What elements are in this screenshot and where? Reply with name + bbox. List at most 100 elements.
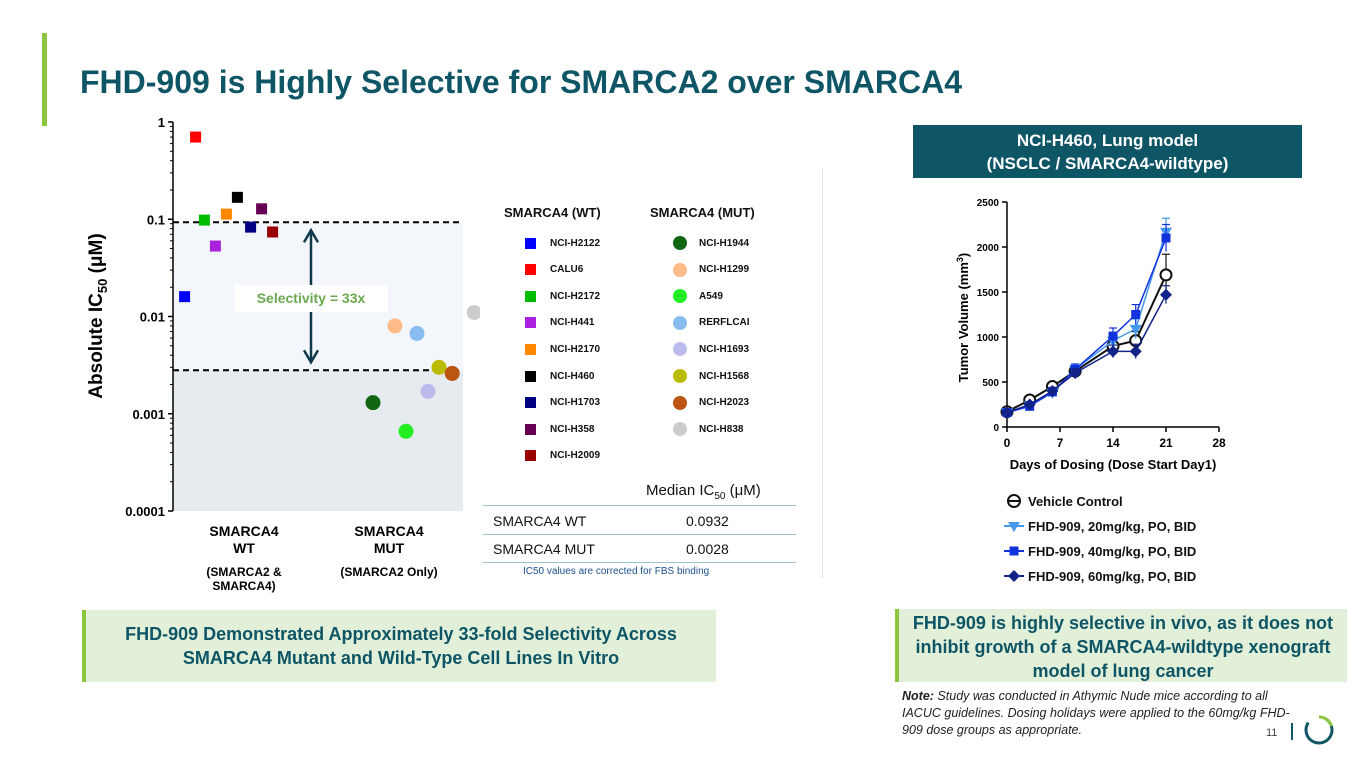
legend-swatch <box>673 395 687 410</box>
legend-item: CALU6 <box>525 263 583 277</box>
legend-swatch <box>525 397 536 409</box>
series-point <box>1002 408 1012 418</box>
series-point <box>1107 336 1119 347</box>
y-tick-label: 0.001 <box>132 407 165 422</box>
legend-item: NCI-H838 <box>673 422 743 437</box>
table-row-label: SMARCA4 WT <box>493 513 587 529</box>
legend-label: RERFLCAI <box>699 317 750 329</box>
legend-label: CALU6 <box>550 264 584 276</box>
legend-item: NCI-H1703 <box>525 396 600 410</box>
series-point <box>1159 268 1173 282</box>
legend-swatch <box>525 343 536 355</box>
legend-item: RERFLCAI <box>673 315 750 330</box>
legend-swatch <box>525 370 536 382</box>
series-point <box>1107 345 1119 358</box>
series-point <box>1068 364 1082 378</box>
legend-swatch <box>673 369 687 383</box>
arrow-head-up <box>302 227 320 243</box>
x-tick-label: 14 <box>1106 436 1120 450</box>
series-point <box>1001 406 1013 419</box>
table-row-value: 0.0932 <box>686 513 729 529</box>
tumor-legend-item: FHD-909, 40mg/kg, PO, BID <box>1004 543 1196 559</box>
mut-point <box>420 383 436 399</box>
legend-swatch <box>525 317 536 329</box>
wt-point <box>245 221 257 233</box>
legend-item: NCI-H358 <box>525 422 594 436</box>
group-label: SMARCA4 <box>209 523 278 539</box>
in-vitro-callout: FHD-909 Demonstrated Approximately 33-fo… <box>82 610 716 682</box>
series-point <box>1023 401 1036 412</box>
legend-swatch <box>525 423 536 435</box>
table-rule <box>483 534 796 535</box>
y-tick-label: 1 <box>158 115 165 130</box>
y-tick-label: 0.1 <box>147 212 165 227</box>
legend-marker-icon <box>1004 570 1024 582</box>
wt-point <box>190 131 202 143</box>
legend-marker <box>1008 522 1020 532</box>
page-title: FHD-909 is Highly Selective for SMARCA2 … <box>80 64 962 100</box>
table-row-label: SMARCA4 MUT <box>493 541 595 557</box>
series-line <box>1006 294 1167 414</box>
arrow-head-down <box>302 349 320 365</box>
tumor-legend-item: FHD-909, 60mg/kg, PO, BID <box>1004 568 1196 584</box>
series-point <box>1025 401 1035 411</box>
legend-marker <box>1009 546 1019 556</box>
series-point <box>1106 339 1120 353</box>
y-axis-label: Tumor Volume (mm3) <box>955 253 971 383</box>
legend-swatch <box>525 450 536 462</box>
legend-item: NCI-H2122 <box>525 236 600 250</box>
legend-mut-heading: SMARCA4 (MUT) <box>650 205 755 220</box>
y-tick-label: 0.0001 <box>125 504 165 519</box>
series-point <box>1069 367 1082 379</box>
mut-point <box>398 423 414 439</box>
group-label-line2: WT <box>233 540 255 556</box>
legend-label: NCI-H441 <box>550 317 595 329</box>
legend-marker-icon <box>1004 522 1024 532</box>
legend-item: NCI-H460 <box>525 369 594 383</box>
series-point <box>1001 408 1013 419</box>
mut-point <box>387 318 403 334</box>
mut-point <box>365 395 381 411</box>
tumor-legend-item: Vehicle Control <box>1004 493 1123 509</box>
model-title: NCI-H460, Lung model <box>1016 131 1199 150</box>
series-point <box>1069 365 1082 376</box>
legend-wt-heading: SMARCA4 (WT) <box>504 205 601 220</box>
series-point <box>1108 331 1118 341</box>
wt-point <box>179 291 191 303</box>
legend-item: NCI-H1944 <box>673 236 749 250</box>
mut-point <box>409 325 425 341</box>
mut-point <box>466 304 480 320</box>
table-rule <box>483 505 796 506</box>
legend-item: NCI-H1568 <box>673 369 749 383</box>
legend-label: A549 <box>699 290 723 302</box>
series-point <box>1046 385 1059 397</box>
series-point <box>1160 288 1172 301</box>
y-tick-label: 0.01 <box>140 310 165 325</box>
group-sublabel-line2: SMARCA4) <box>212 579 275 593</box>
legend-label: FHD-909, 60mg/kg, PO, BID <box>1028 568 1197 584</box>
legend-item: NCI-H2009 <box>525 449 600 463</box>
group-label-line2: MUT <box>374 540 405 556</box>
legend-item: NCI-H1299 <box>673 262 749 277</box>
study-note: Note: Study was conducted in Athymic Nud… <box>902 689 1290 737</box>
wt-point <box>209 240 221 252</box>
x-tick-label: 21 <box>1159 436 1173 450</box>
model-subtitle: (NSCLC / SMARCA4-wildtype) <box>986 154 1229 173</box>
legend-item: NCI-H1693 <box>673 342 749 357</box>
mut-point <box>431 359 447 375</box>
series-line <box>1006 237 1167 414</box>
tumor-legend-item: FHD-909, 20mg/kg, PO, BID <box>1004 518 1196 534</box>
legend-swatch <box>525 237 536 249</box>
table-footnote: IC50 values are corrected for FBS bindin… <box>523 566 710 577</box>
legend-item: NCI-H2023 <box>673 395 750 410</box>
legend-swatch <box>525 290 536 302</box>
legend-item: NCI-H2170 <box>525 342 600 356</box>
legend-swatch <box>673 262 687 277</box>
table-row-value: 0.0028 <box>686 541 729 557</box>
selectivity-label-box <box>234 285 388 312</box>
legend-label: NCI-H2023 <box>699 397 750 409</box>
legend-swatch <box>525 264 536 276</box>
y-tick-label: 1000 <box>977 333 1000 344</box>
y-tick-label: 2500 <box>977 198 1000 209</box>
group-sublabel: (SMARCA2 & <box>206 565 282 579</box>
